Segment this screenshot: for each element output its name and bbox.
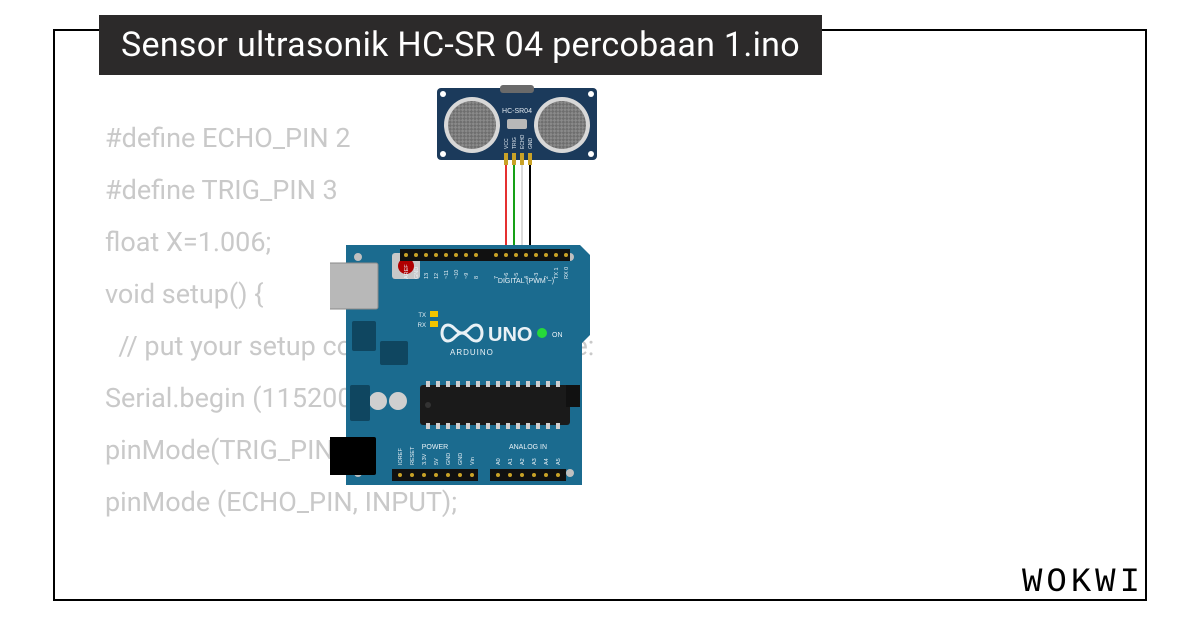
rx-label: RX (418, 323, 426, 329)
svg-text:RX 0: RX 0 (564, 267, 570, 279)
wire-gnd (530, 165, 555, 259)
circuit-diagram: HC-SR04 VCC TRIG ECHO GND (330, 85, 690, 555)
wire-trig (514, 165, 537, 259)
svg-text:A1: A1 (508, 458, 514, 465)
usb-connector (330, 263, 378, 309)
svg-text:A0: A0 (496, 458, 502, 465)
file-title-bar: Sensor ultrasonik HC-SR 04 percobaan 1.i… (99, 15, 822, 75)
svg-text:13: 13 (424, 273, 430, 279)
svg-text:~9: ~9 (464, 273, 470, 279)
svg-text:~11: ~11 (444, 270, 450, 279)
svg-text:ECHO: ECHO (520, 134, 526, 149)
svg-text:VCC: VCC (504, 138, 510, 149)
svg-text:3.3V: 3.3V (422, 453, 428, 465)
svg-text:5V: 5V (434, 458, 440, 465)
uno-label: UNO (488, 324, 532, 346)
atmega-chip (420, 381, 570, 429)
svg-text:IOREF: IOREF (398, 448, 404, 465)
digital-section-label: DIGITAL (PWM ~) (498, 278, 554, 285)
on-led (537, 328, 547, 338)
analog-section-label: ANALOG IN (509, 444, 547, 451)
svg-text:RESET: RESET (410, 446, 416, 465)
file-title: Sensor ultrasonik HC-SR 04 percobaan 1.i… (121, 25, 800, 65)
wire-echo (522, 165, 545, 259)
arduino-label: ARDUINO (450, 348, 494, 357)
wokwi-brand: WOKWI (1022, 564, 1144, 602)
svg-text:A4: A4 (544, 458, 550, 465)
svg-text:GND: GND (446, 453, 452, 465)
svg-text:A2: A2 (520, 458, 526, 465)
svg-text:TRIG: TRIG (512, 137, 518, 149)
barrel-jack (330, 437, 376, 475)
tx-label: TX (418, 313, 426, 319)
svg-text:GND: GND (528, 138, 534, 150)
power-section-label: POWER (422, 444, 448, 451)
svg-text:GND: GND (458, 453, 464, 465)
svg-text:Vin: Vin (470, 457, 476, 465)
on-label: ON (552, 332, 563, 339)
svg-text:AREF: AREF (404, 264, 410, 279)
hc-sr04-sensor: HC-SR04 VCC TRIG ECHO GND (437, 85, 597, 165)
svg-text:~10: ~10 (454, 270, 460, 279)
svg-text:TX 1: TX 1 (554, 267, 560, 279)
svg-text:12: 12 (434, 273, 440, 279)
svg-text:GND: GND (414, 267, 420, 279)
svg-text:8: 8 (474, 276, 480, 279)
sensor-label: HC-SR04 (502, 108, 532, 115)
arduino-uno-board: AREFGND1312~11~10~987~6~54~32TX 1RX 0 DI… (330, 245, 590, 485)
svg-text:A3: A3 (532, 458, 538, 465)
wire-echo-outline (522, 165, 545, 259)
svg-text:A5: A5 (556, 458, 562, 465)
icsp-header (566, 385, 580, 407)
